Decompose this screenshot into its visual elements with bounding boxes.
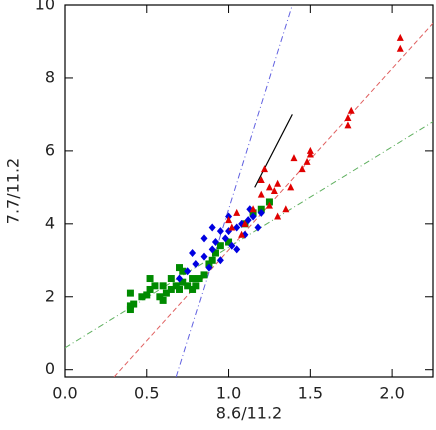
x-tick-label: 1.0 — [216, 384, 241, 403]
point — [175, 274, 183, 283]
point — [179, 267, 187, 275]
point — [184, 267, 192, 276]
point — [233, 245, 241, 254]
point — [146, 275, 154, 283]
reference-line — [113, 22, 433, 377]
point — [257, 190, 265, 198]
y-tick-label: 6 — [45, 140, 55, 159]
point — [244, 216, 252, 225]
point — [274, 212, 282, 220]
y-tick-label: 4 — [45, 213, 55, 232]
point — [274, 179, 282, 187]
point — [143, 291, 151, 299]
point — [265, 201, 273, 209]
point — [233, 223, 241, 232]
point — [189, 275, 197, 283]
point — [189, 249, 197, 257]
point — [298, 165, 306, 173]
point — [200, 271, 208, 279]
point — [306, 146, 314, 154]
x-tick-label: 1.5 — [298, 384, 323, 403]
point — [228, 241, 236, 250]
point — [151, 282, 159, 290]
point — [270, 187, 278, 194]
y-tick-label: 10 — [35, 0, 55, 14]
reference-line — [65, 121, 433, 349]
point — [200, 252, 208, 261]
y-tick-label: 0 — [45, 359, 55, 378]
point — [254, 223, 262, 232]
point — [287, 183, 295, 191]
point — [303, 157, 311, 165]
reference-line — [254, 114, 293, 188]
point — [208, 223, 216, 232]
point — [130, 300, 138, 308]
point — [261, 165, 269, 173]
point — [159, 296, 167, 304]
point — [221, 234, 229, 243]
point — [290, 154, 298, 162]
point — [344, 114, 352, 122]
point — [228, 223, 236, 231]
point — [347, 106, 355, 114]
point — [216, 227, 224, 236]
point — [208, 256, 216, 264]
point — [241, 219, 249, 227]
y-tick-label: 8 — [45, 67, 55, 86]
point — [175, 285, 183, 293]
point — [189, 285, 197, 293]
point — [211, 238, 219, 247]
point — [126, 289, 134, 297]
point — [249, 205, 257, 213]
x-tick-label: 0.0 — [52, 384, 77, 403]
point — [282, 205, 290, 213]
x-tick-label: 0.5 — [134, 384, 159, 403]
point — [167, 275, 175, 283]
point — [208, 245, 216, 254]
point — [192, 259, 200, 268]
point — [265, 183, 273, 191]
plot-frame — [64, 4, 434, 378]
x-axis-label: 8.6/11.2 — [216, 404, 282, 423]
plot-area — [65, 5, 433, 377]
y-axis-label: 7.7/11.2 — [4, 158, 23, 224]
point — [216, 256, 224, 265]
point — [396, 44, 404, 52]
point — [396, 33, 404, 41]
point — [344, 121, 352, 129]
point — [306, 150, 314, 158]
x-tick-label: 2.0 — [379, 384, 404, 403]
point — [225, 216, 233, 224]
point — [159, 282, 167, 290]
point — [216, 242, 224, 250]
y-tick-label: 2 — [45, 286, 55, 305]
point — [249, 212, 257, 221]
point — [257, 208, 265, 217]
point — [257, 176, 265, 184]
point — [233, 208, 241, 216]
point — [238, 230, 246, 238]
point — [200, 234, 208, 243]
point — [205, 263, 213, 272]
